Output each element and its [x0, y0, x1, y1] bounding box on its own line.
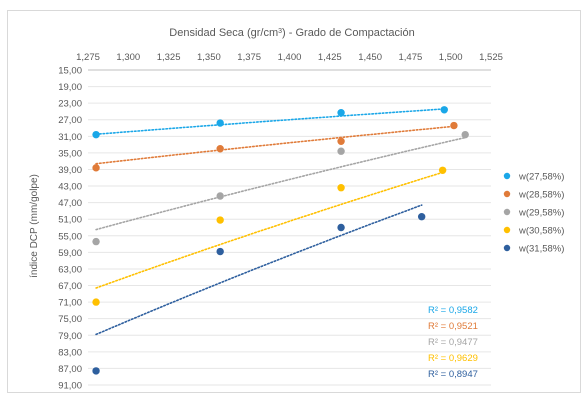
y-tick-label: 59,00: [58, 248, 82, 259]
y-axis-label: índice DCP (mm/golpe): [29, 174, 40, 278]
y-tick-label: 19,00: [58, 82, 82, 93]
y-tick-label: 51,00: [58, 215, 82, 226]
r-squared-labels: R² = 0,9582 R² = 0,9521 R² = 0,9477 R² = 0,…: [428, 305, 478, 380]
trendline-series-4: [95, 171, 444, 289]
trendlines: [95, 108, 467, 336]
data-point-series-5: [417, 213, 426, 221]
y-tick-label: 15,00: [58, 66, 82, 77]
legend-marker-series-3: [503, 208, 511, 216]
r2-label-series-1: R² = 0,9582: [428, 305, 478, 316]
legend-marker-series-2: [503, 190, 511, 198]
y-axis: 15,00 19,00 23,00 27,00 31,00 35,00 39,00 43,00…: [58, 66, 82, 392]
x-tick-label: 1,525: [479, 52, 503, 63]
data-point-series-2: [92, 164, 100, 172]
trendline-series-2: [95, 125, 455, 165]
data-point-series-3: [461, 130, 469, 139]
data-point-series-2: [450, 121, 458, 130]
y-tick-label: 31,00: [58, 132, 82, 143]
legend-label-series-1: w(27,58%): [518, 172, 564, 183]
data-point-series-2: [337, 137, 345, 145]
y-gridlines: [88, 69, 491, 386]
y-tick-label: 39,00: [58, 165, 82, 176]
data-point-series-5: [216, 247, 224, 256]
x-axis: 1,275 1,300 1,325 1,350 1,375 1,400 1,425 1,450…: [76, 52, 503, 71]
x-tick-label: 1,275: [76, 52, 100, 63]
data-point-series-1: [440, 106, 448, 114]
legend-label-series-2: w(28,58%): [518, 190, 564, 201]
legend-label-series-5: w(31,58%): [518, 244, 564, 255]
x-tick-label: 1,325: [157, 52, 181, 63]
r2-label-series-3: R² = 0,9477: [428, 337, 478, 348]
data-point-series-2: [216, 145, 224, 153]
data-point-series-4: [438, 166, 447, 175]
data-point-series-5: [92, 367, 100, 375]
chart-frame: Densidad Seca (gr/cm3) - Grado de Compac…: [7, 10, 581, 393]
data-points: [92, 106, 469, 375]
data-point-series-1: [216, 119, 224, 127]
y-tick-label: 43,00: [58, 182, 82, 193]
legend-marker-series-5: [503, 244, 511, 252]
trendline-series-1: [95, 108, 446, 135]
x-tick-label: 1,350: [197, 52, 221, 63]
data-point-series-3: [337, 147, 345, 155]
y-tick-label: 55,00: [58, 231, 82, 242]
y-tick-label: 75,00: [58, 314, 82, 325]
y-tick-label: 87,00: [58, 364, 82, 375]
legend-label-series-4: w(30,58%): [518, 226, 564, 237]
y-tick-label: 71,00: [58, 298, 82, 309]
y-tick-label: 47,00: [58, 198, 82, 209]
r2-label-series-5: R² = 0,8947: [428, 369, 478, 380]
legend-marker-series-4: [503, 226, 511, 234]
x-tick-label: 1,500: [439, 52, 463, 63]
trendline-series-3: [95, 136, 467, 231]
y-tick-label: 63,00: [58, 264, 82, 275]
legend: w(27,58%) w(28,58%) w(29,58%) w(30,58%) w(31…: [503, 172, 564, 255]
x-tick-label: 1,425: [318, 52, 342, 63]
trendline-series-5: [95, 204, 423, 336]
x-tick-label: 1,475: [399, 52, 423, 63]
y-tick-label: 23,00: [58, 99, 82, 110]
data-point-series-3: [216, 192, 224, 200]
x-tick-label: 1,375: [237, 52, 261, 63]
legend-label-series-3: w(29,58%): [518, 208, 564, 219]
y-tick-label: 83,00: [58, 347, 82, 358]
legend-marker-series-1: [503, 172, 511, 180]
data-point-series-1: [92, 130, 100, 139]
scatter-chart: Densidad Seca (gr/cm3) - Grado de Compac…: [29, 27, 564, 392]
data-point-series-5: [337, 223, 345, 232]
chart-title: Densidad Seca (gr/cm3) - Grado de Compac…: [169, 27, 414, 39]
data-point-series-4: [216, 216, 224, 224]
data-point-series-4: [337, 184, 345, 192]
x-tick-label: 1,450: [358, 52, 382, 63]
y-tick-label: 79,00: [58, 331, 82, 342]
x-tick-label: 1,300: [116, 52, 140, 63]
data-point-series-3: [92, 237, 100, 246]
r2-label-series-4: R² = 0,9629: [428, 353, 478, 364]
y-tick-label: 35,00: [58, 148, 82, 159]
y-tick-label: 91,00: [58, 381, 82, 392]
r2-label-series-2: R² = 0,9521: [428, 321, 478, 332]
x-tick-label: 1,400: [278, 52, 302, 63]
y-tick-label: 27,00: [58, 115, 82, 126]
data-point-series-4: [92, 298, 100, 306]
y-tick-label: 67,00: [58, 281, 82, 292]
data-point-series-1: [337, 108, 345, 117]
